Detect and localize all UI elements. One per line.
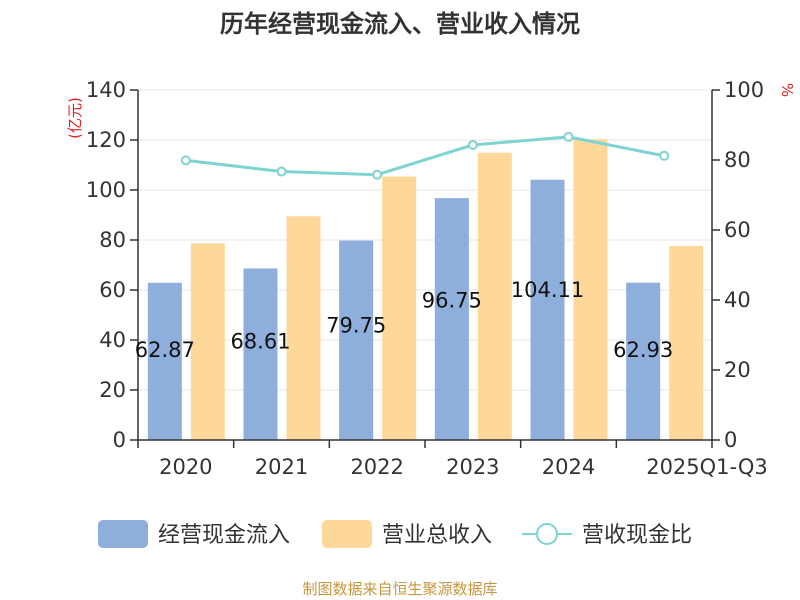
cash-inflow-bar-2020 — [147, 282, 182, 440]
revenue-bar-2024 — [573, 139, 608, 440]
cash-inflow-bar-2024 — [530, 179, 565, 440]
right-tick-label-100: 100 — [724, 78, 764, 102]
ratio-line — [180, 131, 670, 180]
cash-inflow-label-2023: 96.75 — [422, 289, 482, 313]
legend-label-2: 营收现金比 — [582, 523, 692, 548]
left-tick-label-60: 60 — [99, 278, 126, 302]
cash-inflow-label-2022: 79.75 — [326, 313, 386, 337]
x-tick-label-2024: 2024 — [542, 455, 595, 479]
axes: 0 20 40 60 80 100 120 140 0 20 40 60 80 100 2020 2021 20… — [86, 78, 768, 479]
cash-inflow-bar-2022 — [339, 240, 374, 440]
ratio-polyline — [185, 135, 665, 177]
legend-line-marker — [536, 523, 558, 545]
left-tick-label-20: 20 — [99, 378, 126, 402]
left-tick-label-100: 100 — [86, 178, 126, 202]
cash-inflow-bar-2023 — [434, 198, 469, 440]
left-tick-label-80: 80 — [99, 228, 126, 252]
revenue-bar-2025Q1-Q3 — [669, 246, 704, 440]
ratio-point-2021 — [276, 166, 287, 177]
ratio-point-2020 — [180, 155, 191, 166]
ratio-point-2022 — [372, 169, 383, 180]
right-tick-label-80: 80 — [724, 148, 751, 172]
revenue-bar-2021 — [286, 216, 321, 440]
cash-inflow-bar-2025Q1-Q3 — [626, 282, 661, 440]
x-tick-label-2020: 2020 — [159, 455, 212, 479]
right-axis-unit: % — [778, 83, 796, 97]
legend: 经营现金流入 营业总收入 营收现金比 — [98, 520, 692, 548]
ratio-point-2025Q1-Q3 — [659, 150, 670, 161]
cash-inflow-label-2024: 104.11 — [511, 278, 584, 302]
grid — [138, 89, 712, 391]
legend-label-0: 经营现金流入 — [158, 523, 290, 548]
legend-label-1: 营业总收入 — [382, 523, 492, 548]
left-axis-unit: (亿元) — [66, 97, 84, 139]
right-tick-label-40: 40 — [724, 288, 751, 312]
x-tick-label-2021: 2021 — [255, 455, 308, 479]
x-tick-label-2025Q1-Q3: 2025Q1-Q3 — [646, 455, 768, 479]
source-note: 制图数据来自恒生聚源数据库 — [302, 580, 497, 598]
legend-swatch-1 — [322, 520, 372, 548]
right-tick-label-60: 60 — [724, 218, 751, 242]
revenue-bar-2020 — [190, 243, 225, 440]
revenue-bar-2023 — [477, 152, 512, 440]
left-tick-label-120: 120 — [86, 128, 126, 152]
cash-inflow-bar-2021 — [243, 268, 278, 440]
right-tick-label-20: 20 — [724, 358, 751, 382]
chart-title: 历年经营现金流入、营业收入情况 — [220, 10, 580, 38]
cash-inflow-label-2025Q1-Q3: 62.93 — [613, 338, 673, 362]
right-tick-label-0: 0 — [724, 428, 737, 452]
x-tick-label-2023: 2023 — [446, 455, 499, 479]
revenue-bar-2022 — [382, 176, 417, 440]
left-tick-label-40: 40 — [99, 328, 126, 352]
ratio-point-2024 — [563, 131, 574, 142]
ratio-point-2023 — [467, 139, 478, 150]
left-tick-label-140: 140 — [86, 78, 126, 102]
data-labels: 62.87 68.61 79.75 96.75 104.11 62.93 — [135, 278, 673, 362]
cash-inflow-label-2020: 62.87 — [135, 338, 195, 362]
left-tick-label-0: 0 — [113, 428, 126, 452]
cash-inflow-label-2021: 68.61 — [230, 330, 290, 354]
legend-swatch-0 — [98, 520, 148, 548]
x-tick-label-2022: 2022 — [350, 455, 403, 479]
bars — [147, 139, 704, 440]
